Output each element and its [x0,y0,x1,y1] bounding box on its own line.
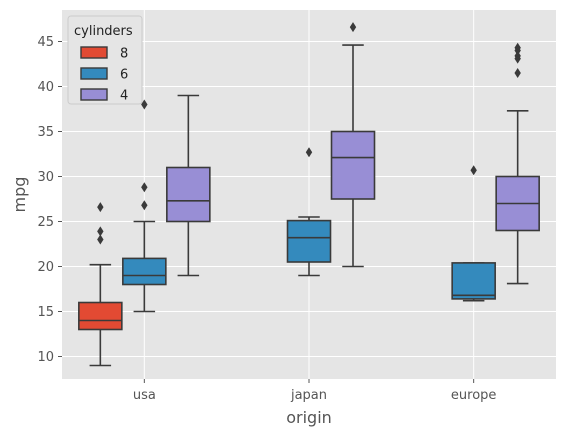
x-tick-label: japan [290,388,327,403]
legend-item-label: 6 [120,68,128,83]
box-iqr [79,303,122,330]
box-iqr [123,258,166,284]
legend-item-label: 4 [120,89,128,104]
y-tick-label: 35 [37,125,54,140]
legend: cylinders 8 6 4 [68,16,142,104]
box-iqr [452,263,495,299]
legend-title: cylinders [74,24,133,39]
y-tick-label: 10 [37,350,54,365]
legend-swatch [81,68,107,79]
y-tick-label: 25 [37,215,54,230]
x-tick-label: europe [451,388,497,403]
legend-swatch [81,89,107,100]
legend-swatch [81,47,107,58]
y-tick-label: 20 [37,260,54,275]
box-iqr [167,168,210,222]
y-tick-label: 30 [37,170,54,185]
box-iqr [332,132,375,200]
y-tick-label: 45 [37,35,54,50]
legend-item-label: 8 [120,47,128,62]
box-iqr [288,221,331,262]
y-tick-label: 15 [37,305,54,320]
x-tick-label: usa [133,388,156,403]
y-tick-label: 40 [37,80,54,95]
x-axis-label: origin [286,408,332,427]
y-axis-label: mpg [10,177,29,213]
